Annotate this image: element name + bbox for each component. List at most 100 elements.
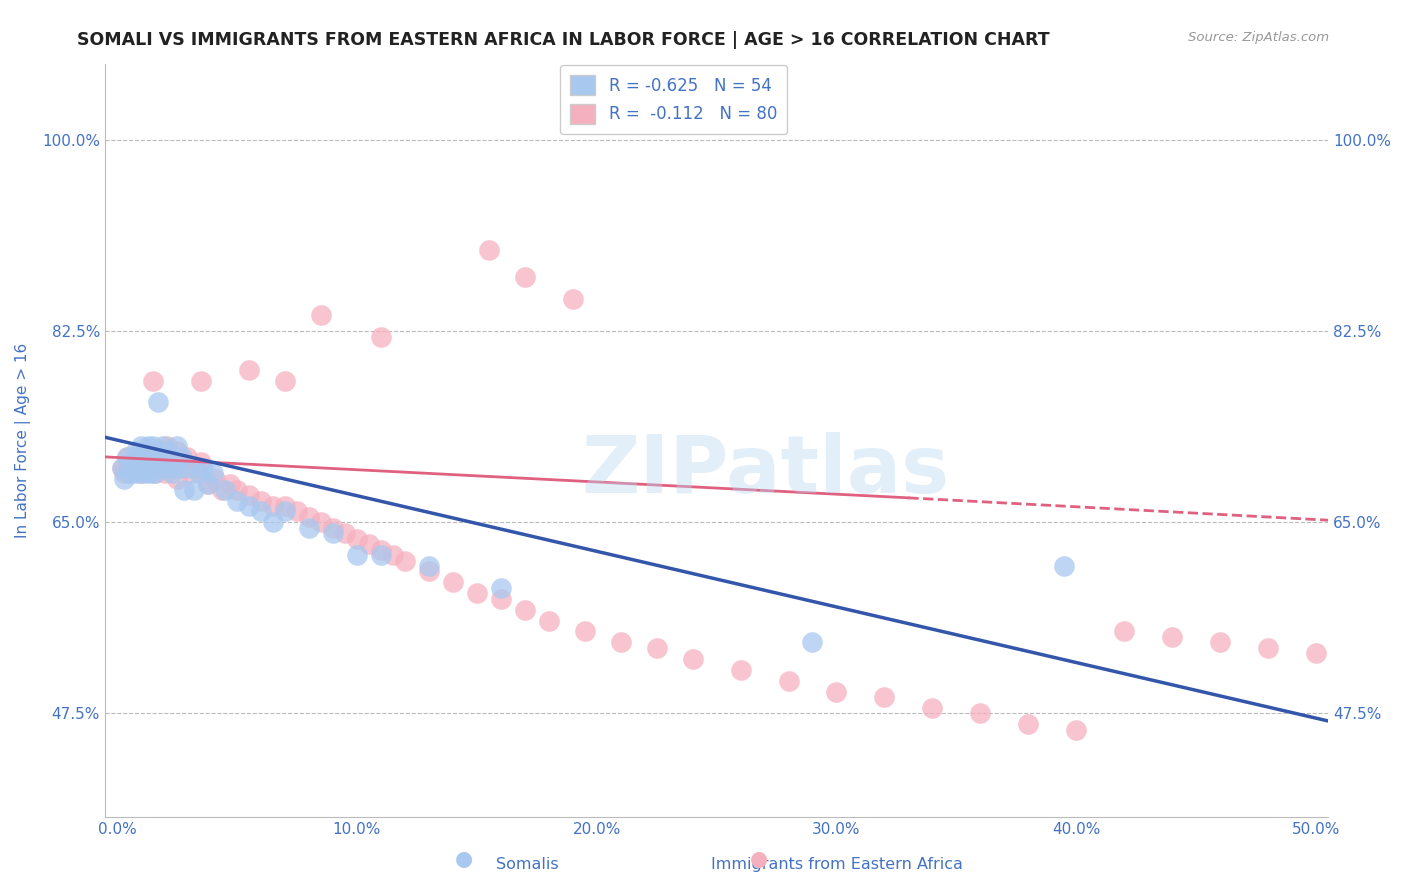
Point <box>322 526 344 541</box>
Point <box>730 663 752 677</box>
Point <box>128 450 150 464</box>
Point <box>346 548 368 562</box>
Point <box>135 455 157 469</box>
Point <box>1257 640 1279 655</box>
Point <box>218 477 240 491</box>
Point <box>418 559 440 574</box>
Point <box>139 467 162 481</box>
Point <box>322 521 344 535</box>
Point <box>441 575 464 590</box>
Point <box>176 450 198 464</box>
Point <box>136 439 159 453</box>
Point <box>478 243 501 257</box>
Point <box>132 460 155 475</box>
Point <box>513 602 536 616</box>
Point <box>250 504 273 518</box>
Point <box>465 586 488 600</box>
Point <box>125 467 148 481</box>
Point <box>142 450 165 464</box>
Point <box>262 499 284 513</box>
Point <box>801 635 824 649</box>
Point <box>381 548 404 562</box>
Point <box>238 362 260 376</box>
Point <box>357 537 380 551</box>
Point <box>537 614 560 628</box>
Point <box>166 472 188 486</box>
Text: ZIPatlas: ZIPatlas <box>581 432 949 509</box>
Point <box>238 499 260 513</box>
Point <box>160 467 183 481</box>
Text: Immigrants from Eastern Africa: Immigrants from Eastern Africa <box>710 857 963 872</box>
Point <box>159 455 181 469</box>
Point <box>645 640 668 655</box>
Point <box>225 483 247 497</box>
Point <box>142 439 165 453</box>
Point <box>120 467 142 481</box>
Point <box>921 701 943 715</box>
Point <box>149 460 172 475</box>
Y-axis label: In Labor Force | Age > 16: In Labor Force | Age > 16 <box>15 343 31 538</box>
Point <box>184 460 207 475</box>
Point <box>118 467 141 481</box>
Point <box>115 450 138 464</box>
Point <box>274 504 297 518</box>
Point <box>160 460 183 475</box>
Point <box>153 467 176 481</box>
Point <box>166 444 188 458</box>
Point <box>146 455 169 469</box>
Point <box>111 460 134 475</box>
Point <box>225 493 247 508</box>
Point <box>139 450 162 464</box>
Point <box>1161 630 1184 644</box>
Text: Somalis: Somalis <box>496 857 558 872</box>
Point <box>129 467 152 481</box>
Point <box>125 444 148 458</box>
Point <box>142 455 165 469</box>
Point <box>153 460 176 475</box>
Point <box>1114 624 1136 639</box>
Point <box>135 460 157 475</box>
Point <box>197 477 219 491</box>
Point <box>143 467 166 481</box>
Point <box>489 581 512 595</box>
Point <box>139 460 162 475</box>
Point <box>969 706 991 721</box>
Point <box>132 455 155 469</box>
Point <box>129 439 152 453</box>
Point <box>333 526 356 541</box>
Point <box>136 444 159 458</box>
Point <box>370 330 392 344</box>
Point <box>125 460 148 475</box>
Point <box>187 467 209 481</box>
Point <box>418 565 440 579</box>
Point <box>159 460 181 475</box>
Point <box>132 450 155 464</box>
Point <box>112 467 135 481</box>
Point <box>111 460 134 475</box>
Point <box>370 548 392 562</box>
Point <box>250 493 273 508</box>
Point <box>136 460 159 475</box>
Point <box>825 684 848 698</box>
Point <box>122 460 145 475</box>
Point <box>118 460 141 475</box>
Point <box>152 439 174 453</box>
Legend: R = -0.625   N = 54, R =  -0.112   N = 80: R = -0.625 N = 54, R = -0.112 N = 80 <box>561 65 787 134</box>
Point <box>190 374 212 388</box>
Point <box>156 439 179 453</box>
Point <box>120 455 142 469</box>
Point <box>142 374 165 388</box>
Point <box>170 450 193 464</box>
Point <box>1017 717 1039 731</box>
Text: ●: ● <box>751 849 768 869</box>
Point <box>609 635 631 649</box>
Point <box>298 521 321 535</box>
Point <box>274 374 297 388</box>
Point <box>146 395 169 409</box>
Point <box>177 460 200 475</box>
Point <box>309 308 332 322</box>
Point <box>128 450 150 464</box>
Point <box>128 460 150 475</box>
Point <box>1305 646 1327 660</box>
Point <box>152 450 174 464</box>
